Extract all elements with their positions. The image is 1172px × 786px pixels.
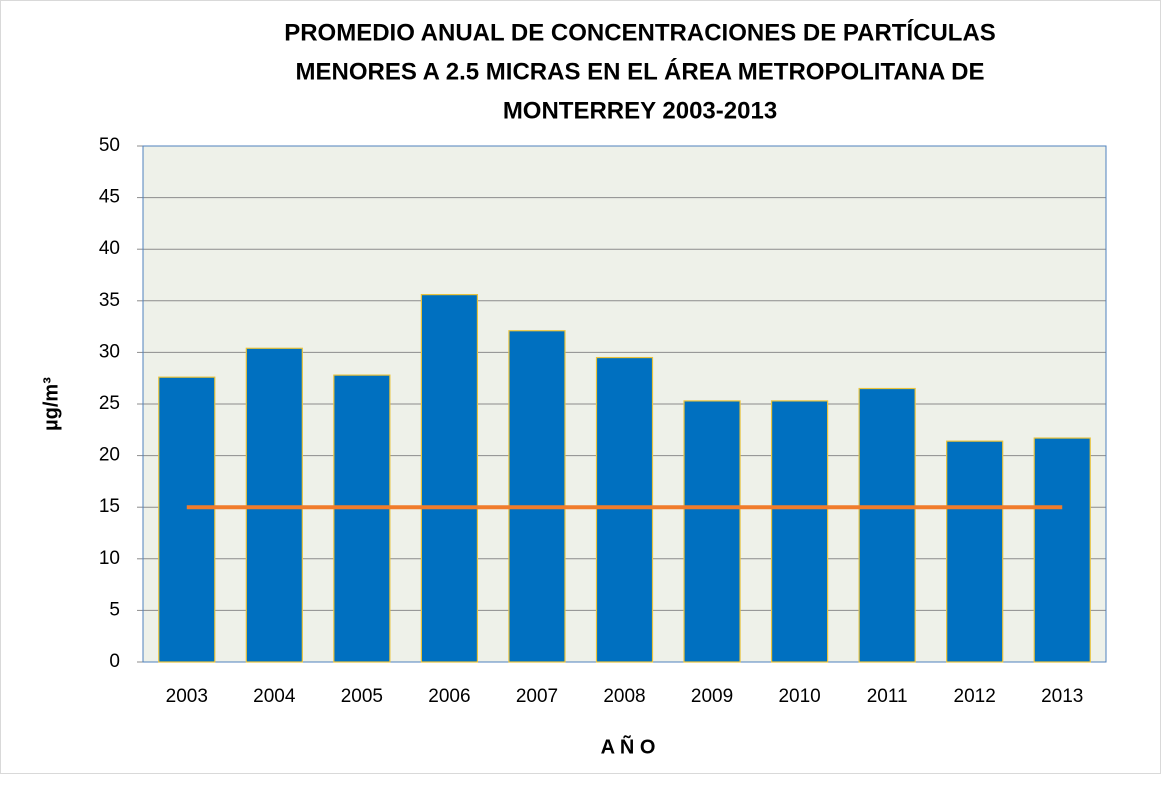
y-tick-label: 25 bbox=[99, 393, 120, 414]
x-tick-label: 2004 bbox=[253, 686, 296, 707]
bar bbox=[420, 294, 479, 663]
x-tick-label: 2010 bbox=[778, 686, 820, 707]
x-tick-label: 2007 bbox=[516, 686, 558, 707]
x-tick-label: 2009 bbox=[691, 686, 733, 707]
chart-title: MONTERREY 2003-2013 bbox=[503, 97, 777, 124]
y-tick-label: 20 bbox=[99, 445, 120, 466]
y-axis-label: µg/m³ bbox=[40, 377, 62, 431]
y-tick-label: 45 bbox=[99, 187, 120, 208]
x-tick-label: 2012 bbox=[954, 686, 996, 707]
bar bbox=[158, 376, 216, 663]
bar bbox=[770, 400, 829, 663]
x-tick-label: 2013 bbox=[1041, 686, 1083, 707]
bar bbox=[1033, 437, 1091, 663]
x-axis-label: A Ñ O bbox=[601, 735, 656, 758]
bar bbox=[858, 387, 916, 663]
x-tick-label: 2006 bbox=[428, 686, 470, 707]
y-tick-label: 50 bbox=[99, 135, 120, 156]
chart-title: PROMEDIO ANUAL DE CONCENTRACIONES DE PAR… bbox=[284, 18, 996, 46]
bar bbox=[245, 347, 303, 663]
x-tick-label: 2005 bbox=[341, 686, 383, 707]
y-tick-label: 0 bbox=[109, 651, 120, 672]
x-tick-label: 2003 bbox=[166, 686, 208, 707]
y-tick-label: 15 bbox=[99, 496, 120, 517]
y-tick-label: 5 bbox=[109, 599, 120, 620]
y-tick-label: 10 bbox=[99, 548, 120, 569]
bar bbox=[946, 440, 1004, 663]
x-tick-label: 2011 bbox=[867, 686, 908, 707]
chart-title: MENORES A 2.5 MICRAS EN EL ÁREA METROPOL… bbox=[296, 57, 985, 85]
bar bbox=[683, 400, 741, 663]
bar bbox=[508, 330, 566, 663]
y-tick-label: 30 bbox=[99, 341, 120, 362]
y-tick-label: 35 bbox=[99, 290, 120, 311]
y-tick-label: 40 bbox=[99, 238, 120, 259]
bar bbox=[595, 356, 654, 663]
bar bbox=[333, 374, 391, 663]
x-tick-label: 2008 bbox=[603, 686, 645, 707]
